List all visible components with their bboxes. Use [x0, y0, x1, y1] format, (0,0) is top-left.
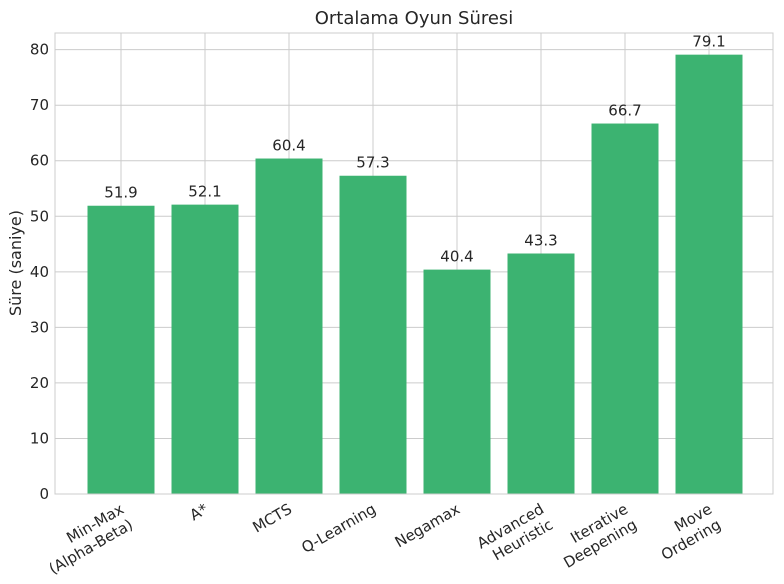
x-tick-label-line: Q-Learning [298, 500, 379, 557]
x-tick-label: A* [187, 500, 212, 525]
x-axis-ticks: Min-Max(Alpha-Beta) A* MCTS Q-Learning Negam… [46, 500, 724, 578]
bar [339, 175, 407, 494]
y-tick-label: 20 [30, 374, 49, 392]
bar [675, 54, 743, 495]
grid [55, 33, 773, 495]
bar-value-label: 40.4 [440, 248, 473, 266]
bar-value-label: 52.1 [188, 183, 221, 201]
bar-value-label: 51.9 [104, 184, 137, 202]
bar-value-label: 57.3 [356, 154, 389, 172]
y-axis-ticks: 0 10 20 30 40 50 60 70 80 [30, 41, 49, 503]
y-axis-label: Süre (saniye) [6, 210, 25, 316]
x-tick-label-line: MCTS [250, 500, 295, 537]
y-tick-label: 80 [30, 41, 49, 59]
bar [87, 205, 155, 494]
bar [423, 269, 491, 494]
x-tick-label: Min-Max(Alpha-Beta) [46, 500, 136, 578]
bar-value-labels: 51.9 52.1 60.4 57.3 40.4 43.3 66.7 79.1 [104, 33, 725, 266]
x-tick-label-line: Negamax [392, 500, 463, 552]
y-tick-label: 60 [30, 152, 49, 170]
x-tick-label: MCTS [250, 500, 295, 537]
y-tick-label: 10 [30, 429, 49, 447]
y-tick-label: 30 [30, 318, 49, 336]
bar-value-label: 43.3 [524, 232, 557, 250]
bars [87, 54, 743, 495]
y-tick-label: 40 [30, 263, 49, 281]
plot-frame [54, 32, 774, 495]
bar [255, 158, 323, 494]
bar [591, 123, 659, 494]
y-tick-label: 0 [39, 485, 49, 503]
x-tick-label: Q-Learning [298, 500, 379, 557]
bar-value-label: 79.1 [692, 33, 725, 51]
chart-title: Ortalama Oyun Süresi [315, 8, 514, 29]
bar-value-label: 60.4 [272, 137, 305, 155]
y-tick-label: 50 [30, 207, 49, 225]
x-tick-label: Negamax [392, 500, 463, 552]
y-tick-label: 70 [30, 96, 49, 114]
bar [507, 253, 575, 494]
bar-value-label: 66.7 [608, 102, 641, 120]
bar [171, 204, 239, 494]
x-tick-label-line: A* [187, 500, 212, 525]
